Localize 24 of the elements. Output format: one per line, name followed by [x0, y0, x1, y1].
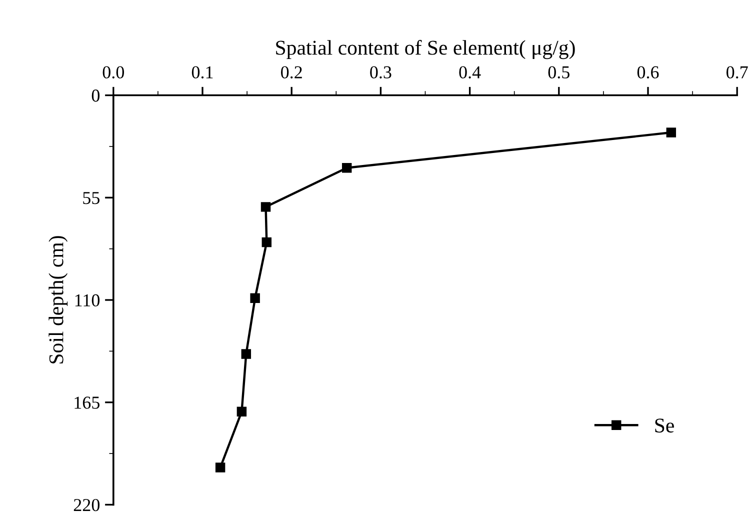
x-tick-label: 0.3 [370, 66, 392, 78]
x-tick-label: 0.1 [192, 66, 213, 78]
y-tick-label: 165 [74, 396, 100, 409]
x-axis-title: Spatial content of Se element( μg/g) [276, 40, 575, 60]
x-tick-label: 0.5 [548, 66, 570, 78]
x-tick-label: 0.4 [459, 66, 481, 78]
point [666, 128, 676, 138]
x-tick-label: 0.7 [726, 66, 748, 78]
point [236, 406, 247, 417]
legend-label: Se [655, 418, 674, 433]
x-tick-label: 0.0 [102, 66, 124, 78]
point [342, 162, 352, 173]
x-tick-label: 0.2 [281, 66, 302, 78]
y-tick-label: 110 [75, 294, 100, 306]
x-tick-label: 0.6 [637, 66, 659, 78]
point [260, 202, 271, 212]
y-tick-label: 220 [74, 498, 100, 512]
point [241, 349, 252, 359]
y-axis-title: Soil depth( cm) [48, 236, 68, 364]
y-tick-label: 0 [92, 90, 100, 102]
point [250, 293, 260, 303]
point [262, 237, 272, 248]
point [215, 462, 226, 472]
y-tick-label: 55 [83, 192, 100, 204]
